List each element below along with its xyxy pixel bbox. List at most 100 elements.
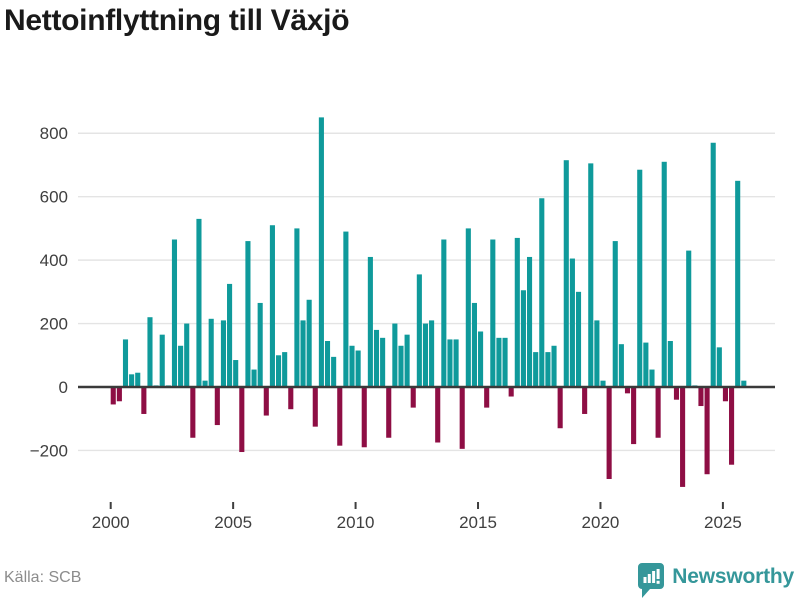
bar: [526, 256, 533, 387]
bar: [404, 334, 410, 387]
bar: [520, 290, 526, 387]
source-label: Källa: SCB: [4, 569, 82, 586]
y-tick-label: 200: [40, 315, 68, 334]
newsworthy-wordmark: Newsworthy: [672, 565, 794, 588]
bar: [251, 369, 257, 387]
bar: [282, 352, 288, 387]
bar: [514, 237, 520, 387]
bar: [110, 387, 116, 405]
bar: [422, 323, 429, 387]
bar: [649, 369, 655, 387]
bar: [447, 339, 453, 387]
bar: [245, 241, 251, 387]
bar: [178, 345, 184, 387]
bar: [637, 169, 643, 387]
bar: [263, 387, 269, 416]
bar: [582, 387, 588, 414]
bar: [184, 323, 190, 387]
bar: [551, 345, 557, 387]
bar: [655, 387, 661, 438]
bar: [300, 320, 306, 387]
bar: [239, 387, 245, 453]
bar: [288, 387, 294, 410]
bar: [618, 344, 624, 387]
bar: [135, 372, 141, 387]
y-tick-label: 400: [40, 251, 68, 270]
bar: [484, 387, 490, 408]
bar: [269, 225, 275, 387]
bar: [331, 356, 337, 387]
bar: [294, 228, 300, 387]
bar: [435, 387, 441, 443]
x-tick-label: 2025: [704, 513, 742, 532]
bar: [220, 320, 226, 387]
bar: [171, 239, 178, 387]
bar: [392, 323, 398, 387]
y-tick-label: 0: [59, 378, 68, 397]
bar: [324, 341, 331, 387]
bar: [343, 231, 349, 387]
bar: [380, 337, 386, 387]
bar: [741, 380, 747, 387]
bar: [569, 258, 575, 387]
bar: [318, 117, 324, 387]
bar: [502, 337, 508, 387]
chart-title: Nettoinflyttning till Växjö: [4, 4, 350, 37]
bar: [716, 347, 722, 387]
bar: [361, 387, 367, 448]
bar: [545, 352, 551, 387]
bar: [496, 337, 502, 387]
bar: [275, 355, 282, 387]
y-tick-label: 600: [40, 188, 68, 207]
bar: [735, 180, 741, 387]
bar: [471, 302, 477, 387]
bar: [129, 374, 135, 387]
bar: [490, 239, 496, 387]
bar: [673, 387, 680, 400]
bar: [312, 387, 318, 427]
bar: [337, 387, 343, 446]
bar: [667, 341, 673, 387]
bar: [190, 387, 196, 438]
bar: [606, 387, 612, 479]
y-tick-label: −200: [30, 441, 68, 460]
bar: [600, 380, 606, 387]
bar: [214, 387, 220, 426]
bar: [306, 299, 312, 387]
bar: [704, 387, 710, 475]
x-tick-label: 2015: [459, 513, 497, 532]
bar: [257, 302, 263, 387]
bar: [416, 274, 422, 387]
bar: [355, 350, 361, 387]
bar: [159, 334, 165, 387]
bar: [122, 339, 129, 387]
bar: [686, 250, 692, 387]
bar: [147, 317, 153, 387]
bar: [594, 320, 600, 387]
bar: [465, 228, 471, 387]
bar: [478, 331, 484, 387]
bar: [563, 160, 569, 387]
bar: [631, 387, 637, 445]
bar: [196, 218, 202, 387]
newsworthy-icon: [638, 562, 665, 598]
bar: [429, 320, 435, 387]
bar: [729, 387, 735, 465]
bar: [588, 163, 594, 387]
bar: [453, 339, 459, 387]
bar: [661, 161, 667, 387]
bar: [459, 387, 465, 449]
bar: [373, 329, 380, 387]
bar: [698, 387, 704, 407]
x-tick-label: 2010: [337, 513, 375, 532]
bar: [710, 142, 716, 387]
bar: [680, 387, 686, 487]
y-tick-label: 800: [40, 124, 68, 143]
bar: [533, 352, 539, 387]
newsworthy-logo[interactable]: Newsworthy: [637, 561, 794, 599]
bar: [539, 198, 545, 387]
bar: [398, 345, 404, 387]
bar: [367, 256, 373, 387]
